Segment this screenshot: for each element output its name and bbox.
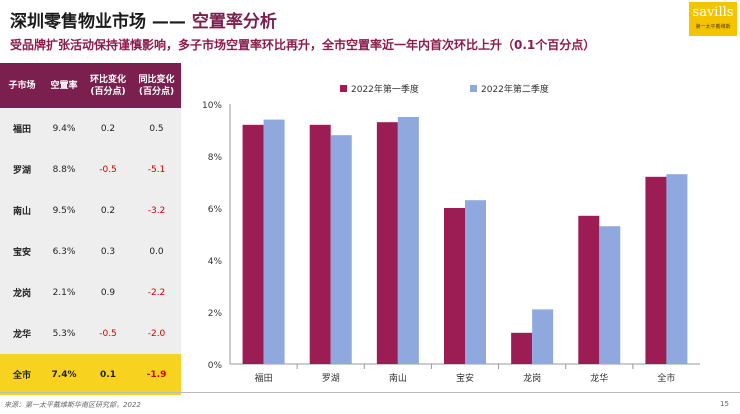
cell-vacancy: 2.1% [52, 287, 76, 298]
page-subtitle: 受品牌扩张活动保持谨慎影响，多子市场空置率环比再升，全市空置率近一年内首次环比上… [10, 38, 596, 52]
bar-q1 [376, 122, 398, 364]
cell-submarket: 龙华 [12, 330, 31, 340]
bar-q1 [645, 176, 667, 364]
vacancy-table: 子市场 空置率 环比变化 (百分点) 同比变化 (百分点) 福田 9.4% 0.2 0.5 罗湖 8… [0, 63, 181, 395]
legend-label: 2022年第一季度 [351, 83, 419, 95]
cell-submarket: 全市 [12, 371, 31, 381]
x-tick-label: 南山 [389, 372, 407, 384]
cell-qoq: 0.2 [100, 123, 116, 134]
cell-submarket: 南山 [12, 207, 31, 217]
y-tick-label: 2% [208, 309, 223, 319]
x-tick-label: 全市 [657, 372, 675, 384]
cell-vacancy: 9.5% [52, 205, 76, 216]
x-tick-label: 宝安 [456, 372, 474, 384]
source-note: 来源：第一太平戴维斯华南区研究部，2022 [4, 401, 141, 409]
y-tick-label: 0% [208, 361, 223, 371]
table-header: 子市场 空置率 环比变化 (百分点) 同比变化 (百分点) [0, 63, 181, 108]
cell-yoy: -2.0 [147, 328, 166, 339]
savills-logo: savills 第一太平戴维斯 [689, 2, 737, 36]
y-tick-label: 6% [208, 205, 223, 215]
page-title: 深圳零售物业市场 —— 空置率分析 [10, 7, 277, 32]
y-tick-label: 10% [202, 101, 222, 111]
header-submarket: 子市场 [8, 80, 36, 91]
y-tick-label: 8% [208, 153, 223, 163]
cell-qoq: -0.5 [99, 328, 117, 339]
cell-submarket: 龙岗 [12, 289, 31, 299]
table-row: 龙华 5.3% -0.5 -2.0 [0, 313, 181, 354]
header-qoq: 环比变化 (百分点) [89, 74, 126, 97]
cell-submarket: 福田 [12, 125, 31, 135]
legend-swatch [340, 85, 347, 92]
cell-yoy: -1.9 [146, 369, 167, 380]
cell-submarket: 宝安 [12, 248, 31, 258]
cell-vacancy: 7.4% [51, 369, 77, 380]
x-tick-label: 福田 [255, 372, 273, 384]
cell-qoq: 0.2 [100, 205, 116, 216]
bar-q1 [309, 124, 331, 364]
cell-yoy: -2.2 [147, 287, 166, 298]
title-accent: 空置率分析 [191, 12, 277, 32]
bar-q2 [666, 174, 688, 364]
legend-label: 2022年第二季度 [481, 83, 549, 95]
bar-q1 [444, 208, 465, 364]
cell-yoy: -5.1 [147, 164, 166, 175]
logo-tagline: 第一太平戴维斯 [695, 24, 731, 30]
x-tick-label: 罗湖 [322, 373, 340, 384]
bar-q2 [330, 135, 352, 364]
bar-q1 [511, 332, 533, 364]
footer-divider [0, 392, 740, 393]
bar-q2 [263, 119, 285, 364]
title-main: 深圳零售物业市场 —— [10, 12, 192, 32]
page-number: 15 [720, 400, 729, 408]
cell-yoy: 0.0 [149, 246, 164, 257]
bar-q2 [599, 226, 621, 364]
table-row: 罗湖 8.8% -0.5 -5.1 [0, 149, 181, 190]
cell-submarket: 罗湖 [12, 166, 31, 176]
cell-vacancy: 6.3% [52, 246, 76, 257]
table-row: 宝安 6.3% 0.3 0.0 [0, 231, 181, 272]
header-vacancy: 空置率 [50, 80, 78, 91]
legend-swatch [470, 85, 477, 92]
cell-yoy: -3.2 [147, 205, 166, 216]
bar-q1 [578, 215, 600, 364]
logo-brand: savills [692, 5, 734, 20]
bar-q2 [397, 117, 419, 364]
bar-q1 [242, 124, 264, 364]
cell-vacancy: 9.4% [52, 123, 76, 134]
cell-qoq: -0.5 [99, 164, 117, 175]
header-yoy: 同比变化 (百分点) [138, 74, 175, 97]
x-tick-label: 龙岗 [523, 372, 541, 384]
table-body: 福田 9.4% 0.2 0.5 罗湖 8.8% -0.5 -5.1 南山 9.5% 0.2 -3.2 宝… [0, 108, 181, 395]
x-tick-label: 龙华 [590, 372, 608, 384]
y-tick-label: 4% [208, 257, 223, 267]
bar-q2 [532, 309, 554, 364]
cell-qoq: 0.1 [100, 369, 116, 380]
bar-q2 [465, 200, 486, 364]
table-row: 龙岗 2.1% 0.9 -2.2 [0, 272, 181, 313]
table-row: 全市 7.4% 0.1 -1.9 [0, 354, 181, 395]
table-row: 福田 9.4% 0.2 0.5 [0, 108, 181, 149]
table-row: 南山 9.5% 0.2 -3.2 [0, 190, 181, 231]
cell-vacancy: 5.3% [52, 328, 76, 339]
vacancy-bar-chart: 0% 2% 4% 6% 8% 10% 福田 罗湖 南山 宝安 龙岗 龙华 全市 2022年第一季度 2022… [202, 83, 700, 384]
cell-qoq: 0.9 [100, 287, 116, 298]
cell-vacancy: 8.8% [52, 164, 76, 175]
cell-qoq: 0.3 [100, 246, 116, 257]
cell-yoy: 0.5 [149, 123, 164, 134]
